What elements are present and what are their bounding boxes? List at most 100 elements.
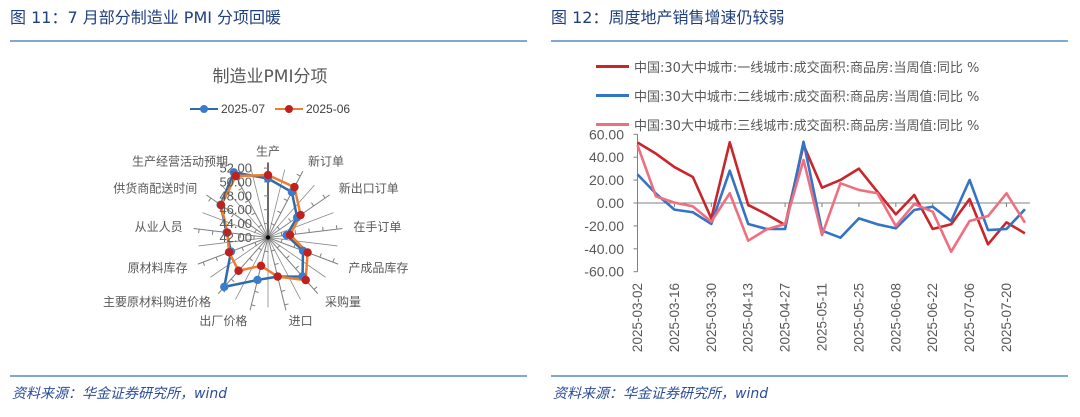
radar-axis	[267, 237, 319, 294]
radar-axis-tick	[276, 226, 280, 230]
radar-axis-tick	[249, 257, 253, 262]
radar-spoke	[210, 237, 269, 278]
radar-data-marker	[234, 266, 243, 275]
y-axis-tick-label: -40.00	[584, 241, 624, 257]
radar-axis-tick	[332, 258, 335, 263]
radar-axis-tick	[280, 238, 283, 243]
radar-data-marker	[223, 228, 232, 237]
legend-line-orange-icon	[275, 105, 303, 113]
figure-11-title: 图 11：7 月部分制造业 PMI 分项回暖	[10, 8, 282, 27]
line-legend-label: 中国:30大中城市:三线城市:成交面积:商品房:当周值:同比 %	[634, 118, 980, 134]
radar-axis-tick	[251, 212, 256, 216]
radar-axis-tick	[281, 289, 286, 292]
radar-data-marker	[253, 275, 262, 285]
radar-radial-tick-label: 46.00	[219, 202, 252, 217]
line-series-1	[636, 141, 1026, 246]
radar-axis-tick	[271, 249, 276, 252]
radar-axis-tick	[257, 224, 262, 228]
x-axis-tick-label: 2025-06-08	[888, 283, 903, 352]
radar-axis	[249, 237, 269, 311]
radar-axis-tick	[254, 242, 257, 247]
x-axis-tick-label: 2025-03-30	[704, 283, 719, 352]
radar-axis-tick	[296, 173, 301, 177]
radar-category-label: 新订单	[308, 153, 344, 168]
radar-legend-item-2025-06: 2025-06	[275, 101, 350, 117]
radar-axis-tick	[258, 247, 263, 251]
radar-axis	[267, 227, 343, 238]
figure-12-source: 资料来源：华金证券研究所，wind	[553, 386, 769, 402]
y-axis-tick-label: 20.00	[589, 172, 624, 188]
legend-line-pink-icon	[596, 122, 629, 126]
figure-12-source-rule	[551, 375, 1068, 377]
legend-line-blue-icon	[596, 93, 629, 97]
radar-spoke	[267, 237, 301, 300]
line-series-3	[636, 144, 1027, 253]
radar-data-marker	[231, 171, 240, 181]
radar-category-label: 采购量	[325, 294, 361, 309]
radar-data-marker	[256, 261, 266, 271]
x-axis-tick-label: 2025-04-27	[778, 283, 793, 352]
radar-axis	[205, 194, 269, 238]
radar-axis-tick	[230, 278, 235, 283]
radar-category-label: 进口	[289, 314, 313, 328]
y-axis-tick-label: 0.00	[597, 195, 624, 211]
x-axis-tick-label: 2025-04-13	[741, 283, 756, 352]
radar-radial-tick-label: 52.00	[219, 161, 252, 176]
radar-axis-tick	[244, 200, 249, 203]
radar-axis-tick	[202, 261, 205, 267]
radar-axis-tick	[238, 187, 243, 191]
radar-radial-tick-label: 44.00	[219, 216, 252, 231]
radar-chart-title: 制造业PMI分项	[212, 67, 328, 87]
radar-category-label: 在手订单	[353, 220, 401, 234]
radar-axis-tick	[253, 229, 257, 234]
radar-axis-tick	[254, 290, 259, 293]
radar-center-dot	[265, 235, 271, 240]
radar-axis-tick	[311, 202, 315, 207]
line-legend-label: 中国:30大中城市:一线城市:成交面积:商品房:当周值:同比 %	[634, 60, 980, 76]
radar-spoke	[198, 237, 269, 247]
y-axis-tick-label: 60.00	[589, 126, 624, 142]
radar-category-label: 新出口订单	[339, 181, 399, 196]
figure-12-title-rule	[551, 40, 1068, 42]
line-legend-item-tier2: 中国:30大中城市:二线城市:成交面积:商品房:当周值:同比 %	[596, 86, 979, 105]
radar-axis-tick	[313, 286, 318, 290]
radar-axis	[232, 170, 269, 238]
legend-line-blue-icon	[190, 105, 218, 113]
legend-line-red-icon	[596, 64, 629, 68]
radar-legend-label: 2025-06	[306, 102, 351, 116]
radar-axis-tick	[276, 244, 281, 249]
radar-category-label: 供货商配送时间	[113, 181, 197, 196]
radar-legend-item-2025-07: 2025-07	[190, 101, 265, 117]
radar-axis-tick	[242, 221, 246, 226]
figure-11-source: 资料来源：华金证券研究所，wind	[12, 386, 228, 402]
radar-spoke	[250, 169, 269, 238]
radar-category-label: 生产经营活动预期	[132, 154, 228, 168]
radar-data-marker	[303, 248, 312, 257]
radar-axis-tick	[288, 218, 292, 223]
radar-axis-tick	[208, 197, 212, 202]
radar-category-label: 生产	[256, 145, 280, 159]
radar-axis-tick	[295, 265, 299, 270]
radar-spoke	[267, 237, 338, 247]
radar-data-marker	[301, 275, 310, 285]
figure-12-title: 图 12：周度地产销售增速仍较弱	[551, 8, 785, 27]
radar-data-marker	[290, 182, 299, 192]
radar-spoke	[267, 212, 334, 238]
radar-axis-tick	[284, 303, 289, 306]
radar-spoke	[221, 184, 269, 238]
y-axis-tick-label: -60.00	[584, 264, 624, 280]
radar-data-marker	[220, 282, 229, 292]
x-axis-tick-label: 2025-03-16	[667, 283, 682, 352]
radar-category-label: 原材料库存	[128, 260, 188, 275]
radar-spoke	[202, 212, 269, 238]
radar-axis-tick	[277, 210, 282, 214]
radar-category-label: 主要原材料购进价格	[103, 294, 211, 309]
radar-spoke	[267, 184, 315, 238]
radar-axis-tick	[215, 257, 218, 262]
y-axis-tick-label: 40.00	[589, 149, 624, 165]
radar-axis-tick	[286, 255, 290, 259]
x-axis-tick-label: 2025-03-02	[630, 283, 645, 352]
radar-category-label: 从业人员	[135, 220, 183, 234]
radar-data-marker	[263, 170, 273, 180]
